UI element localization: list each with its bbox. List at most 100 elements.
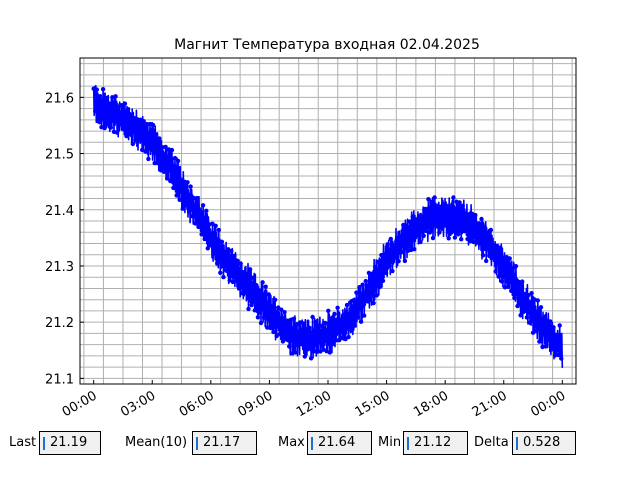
min-value-field[interactable]: 21.12 — [403, 431, 468, 455]
data-point — [457, 200, 462, 205]
data-point — [277, 331, 282, 337]
data-point — [105, 121, 110, 127]
x-tick-label: 06:00 — [177, 388, 217, 420]
data-point — [493, 269, 498, 274]
mean-value: 21.17 — [203, 435, 241, 450]
data-point — [183, 203, 189, 208]
text-cursor — [311, 437, 313, 450]
data-point — [219, 239, 225, 244]
data-point — [513, 264, 519, 269]
data-point — [150, 122, 156, 128]
data-point — [221, 274, 226, 280]
data-point — [512, 295, 517, 301]
data-point — [327, 350, 332, 355]
data-point — [476, 221, 481, 226]
data-point — [313, 319, 318, 325]
data-point — [382, 252, 387, 257]
data-point — [498, 245, 503, 250]
x-tick-label: 18:00 — [411, 388, 451, 420]
data-point — [96, 119, 101, 124]
data-point — [343, 336, 348, 342]
data-point — [255, 315, 261, 320]
data-point — [244, 271, 250, 277]
data-point — [310, 314, 315, 320]
data-point — [177, 197, 182, 202]
data-point — [357, 285, 362, 290]
y-tick-label: 21.2 — [45, 316, 74, 331]
data-point — [229, 248, 234, 254]
data-point — [369, 271, 375, 276]
data-point — [344, 302, 350, 308]
data-point — [448, 204, 453, 209]
data-point — [390, 268, 395, 274]
data-point — [374, 293, 379, 298]
data-point — [272, 297, 278, 302]
y-tick-label: 21.4 — [45, 204, 74, 219]
data-point — [355, 315, 361, 320]
y-tick-label: 21.6 — [45, 91, 74, 106]
data-point — [326, 308, 331, 313]
data-point — [322, 320, 328, 326]
data-point — [462, 229, 467, 234]
data-point — [376, 259, 381, 264]
data-point — [530, 330, 536, 335]
data-point — [413, 217, 418, 222]
data-point — [426, 197, 431, 202]
last-value-field[interactable]: 21.19 — [39, 431, 101, 455]
x-tick-labels: 00:00 03:00 06:00 09:00 12:00 15:00 18:00 21:00… — [60, 388, 569, 420]
max-value-field[interactable]: 21.64 — [307, 431, 372, 455]
data-point — [446, 236, 451, 241]
y-tick-label: 21.5 — [45, 148, 74, 163]
data-point — [263, 284, 268, 289]
data-point — [235, 258, 240, 263]
data-point — [385, 242, 390, 247]
data-point — [418, 239, 423, 245]
data-point — [238, 261, 243, 266]
data-point — [163, 144, 168, 150]
data-point — [556, 352, 561, 358]
last-value: 21.19 — [50, 435, 88, 450]
data-point — [261, 315, 267, 320]
data-point — [104, 95, 109, 101]
data-point — [509, 288, 514, 293]
data-point — [368, 297, 373, 303]
data-series — [91, 84, 564, 368]
data-point — [146, 156, 151, 162]
data-point — [191, 195, 196, 201]
data-point — [232, 253, 237, 259]
data-point — [477, 241, 483, 246]
data-point — [130, 141, 135, 147]
series-line — [92, 84, 564, 368]
data-point — [434, 224, 439, 229]
text-cursor — [407, 437, 409, 450]
data-point — [299, 342, 304, 347]
data-point — [302, 354, 307, 359]
data-point — [307, 325, 312, 330]
data-point — [280, 339, 286, 344]
data-point — [499, 279, 505, 284]
mean-value-field[interactable]: 21.17 — [192, 431, 257, 455]
data-point — [121, 127, 126, 132]
data-point — [507, 256, 512, 261]
x-tick-label: 21:00 — [470, 388, 510, 420]
data-point — [143, 149, 148, 154]
x-tick-label: 12:00 — [294, 388, 334, 420]
data-point — [520, 279, 525, 284]
data-point — [538, 305, 544, 310]
delta-value-field[interactable]: 0.528 — [512, 431, 576, 455]
data-point — [460, 203, 465, 208]
data-point — [287, 344, 292, 349]
data-point — [423, 206, 428, 212]
data-point — [122, 101, 128, 106]
data-point — [535, 298, 540, 303]
data-point — [360, 282, 365, 287]
data-point — [97, 94, 103, 99]
data-point — [443, 223, 448, 228]
data-point — [247, 267, 253, 272]
delta-label: Delta — [474, 435, 509, 450]
data-point — [337, 338, 342, 343]
data-point — [129, 112, 134, 118]
data-point — [205, 246, 210, 251]
data-point — [194, 195, 200, 201]
data-point — [527, 320, 533, 325]
